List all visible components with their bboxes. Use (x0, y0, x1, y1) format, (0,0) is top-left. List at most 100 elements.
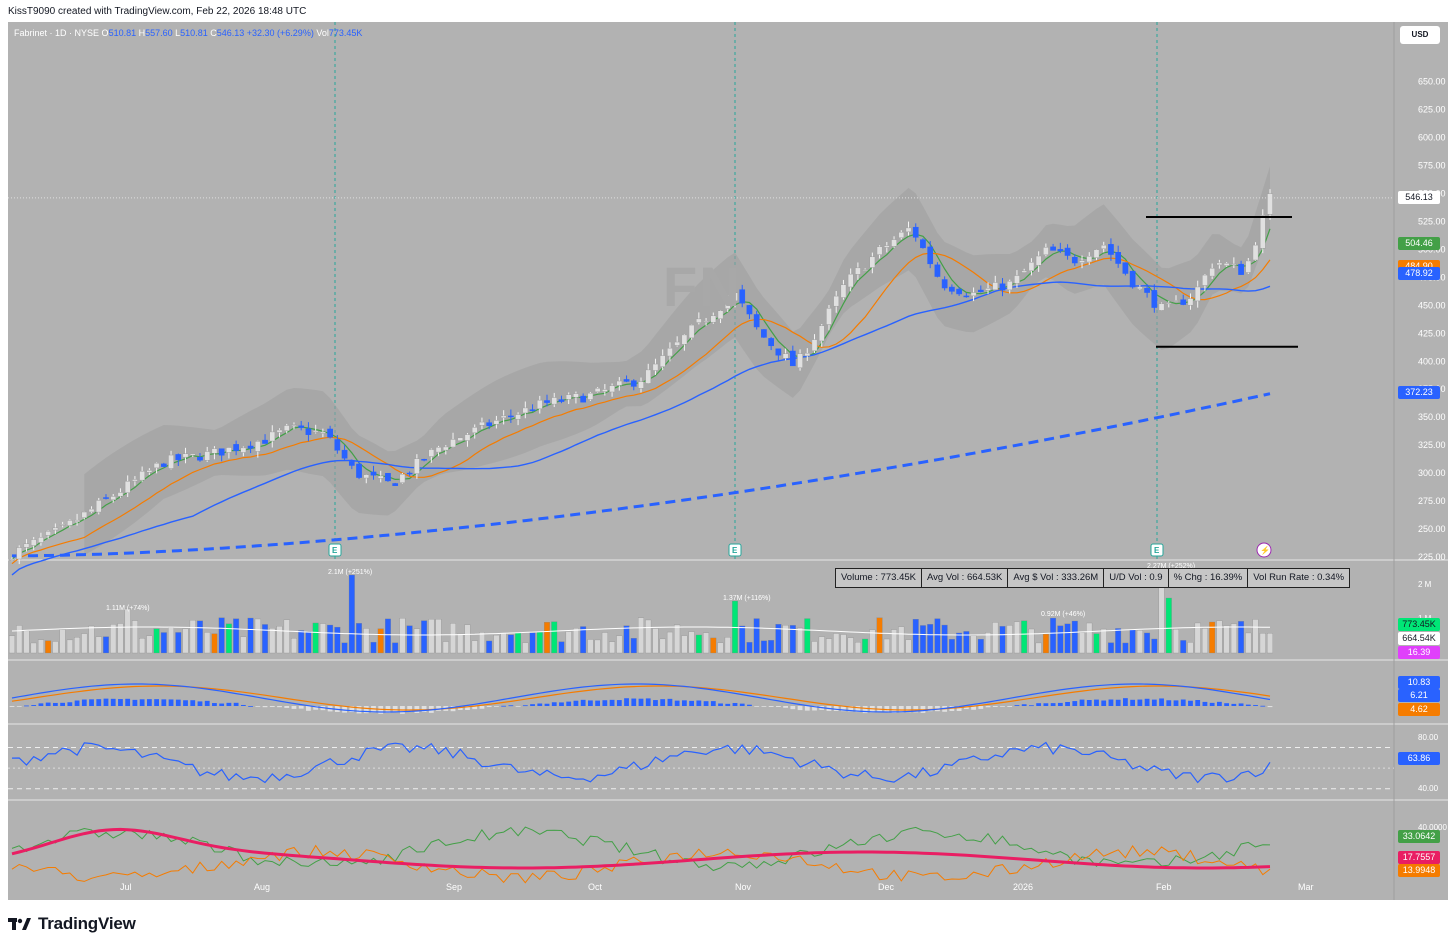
volume-bar (1267, 633, 1273, 654)
price-axis-label: 425.00 (1418, 328, 1446, 338)
macd-histogram-bar (139, 699, 145, 706)
volume-bar (645, 619, 652, 654)
price-candle (1108, 244, 1114, 255)
volume-bar (428, 619, 435, 654)
currency-button[interactable]: USD (1400, 26, 1440, 44)
price-candle (52, 527, 59, 531)
volume-bar (1042, 633, 1049, 654)
volume-bar (536, 631, 543, 654)
price-candle (927, 246, 934, 265)
price-candle (862, 269, 868, 271)
volume-bar (392, 642, 399, 654)
macd-histogram-bar (1173, 700, 1179, 706)
volume-bar (189, 619, 196, 654)
price-candle (226, 447, 232, 453)
macd-histogram-bar (494, 706, 499, 707)
price-candle (645, 369, 652, 384)
macd-histogram-bar (472, 706, 478, 710)
volume-bar (175, 632, 182, 654)
price-candle (1245, 260, 1252, 273)
price-candle (74, 519, 80, 523)
price-candle (305, 428, 312, 435)
macd-histogram-bar (718, 703, 723, 706)
price-candle (500, 415, 507, 419)
volume-bar (1252, 619, 1259, 654)
macd-histogram-bar (60, 702, 66, 706)
macd-histogram-bar (1072, 701, 1078, 706)
macd-histogram-bar (392, 706, 398, 713)
volume-bar (1216, 620, 1223, 654)
price-candle (912, 226, 919, 238)
volume-bar (544, 622, 550, 654)
volume-bar (1079, 632, 1085, 654)
price-chart[interactable]: 650.00625.00600.00575.00550.00525.00500.… (8, 22, 1448, 900)
price-candle (341, 449, 348, 459)
volume-bar (1230, 623, 1237, 654)
volume-bar (421, 620, 428, 654)
volume-bar (291, 638, 297, 654)
macd-histogram-bar (183, 700, 188, 706)
volume-bar (413, 628, 420, 654)
macd-histogram-bar (927, 706, 933, 712)
macd-histogram-bar (1123, 698, 1128, 706)
volume-bar (999, 626, 1006, 654)
macd-histogram-bar (1130, 699, 1136, 706)
price-candle (695, 318, 702, 323)
volume-bar (74, 637, 81, 654)
rsi-axis-label: 40.00 (1418, 784, 1439, 793)
volume-bar (674, 624, 681, 654)
volume-bar (283, 619, 290, 654)
price-candle (160, 463, 167, 467)
price-axis-label: 325.00 (1418, 440, 1446, 450)
price-candle (724, 299, 731, 309)
sma-50-line (11, 281, 1271, 576)
price-candle (941, 279, 948, 289)
price-candle (1129, 270, 1136, 288)
volume-bar (88, 625, 95, 654)
price-candle (1151, 290, 1158, 308)
price-candle (110, 496, 117, 501)
macd-histogram-bar (240, 704, 246, 706)
macd-histogram-bar (985, 706, 991, 708)
volume-bar (204, 632, 211, 654)
tradingview-brand[interactable]: TradingView (8, 914, 136, 934)
time-axis-label: Oct (588, 882, 603, 892)
volume-bar (247, 617, 254, 654)
volume-bar (240, 636, 247, 654)
symbol-name[interactable]: Fabrinet · 1D · NYSE (14, 28, 100, 38)
macd-histogram-bar (1043, 703, 1049, 706)
price-candle (1173, 300, 1179, 302)
macd-histogram-bar (761, 706, 767, 707)
macd-histogram-bar (530, 704, 535, 706)
volume-bar (898, 626, 905, 654)
price-candle (262, 439, 268, 444)
macd-histogram-bar (935, 706, 940, 712)
price-candle (1231, 263, 1237, 266)
macd-histogram-bar (559, 702, 564, 706)
price-candle (334, 439, 341, 451)
volume-bar (963, 631, 970, 654)
macd-histogram-bar (609, 699, 615, 706)
macd-histogram-bar (754, 706, 760, 707)
price-candle (826, 308, 832, 325)
volume-bar (1122, 642, 1129, 654)
dmi-axis-label: 40.0000 (1418, 823, 1447, 832)
volume-bar (1201, 628, 1208, 654)
volume-bar (659, 638, 666, 654)
volume-bar (1144, 632, 1151, 654)
macd-histogram-bar (421, 706, 427, 713)
volume-bar (934, 618, 941, 654)
time-axis-label: Aug (254, 882, 270, 892)
volume-bar (912, 618, 919, 654)
price-candle (1259, 215, 1266, 249)
macd-histogram-bar (1108, 699, 1114, 706)
macd-histogram-bar (103, 698, 109, 706)
chart-frame[interactable]: 650.00625.00600.00575.00550.00525.00500.… (8, 22, 1448, 900)
volume-bar (160, 632, 167, 654)
price-candle (565, 394, 572, 400)
macd-histogram-bar (783, 706, 788, 708)
volume-bar (1180, 640, 1187, 654)
macd-histogram-bar (436, 706, 441, 711)
price-candle (197, 456, 203, 461)
macd-histogram-bar (681, 700, 687, 706)
